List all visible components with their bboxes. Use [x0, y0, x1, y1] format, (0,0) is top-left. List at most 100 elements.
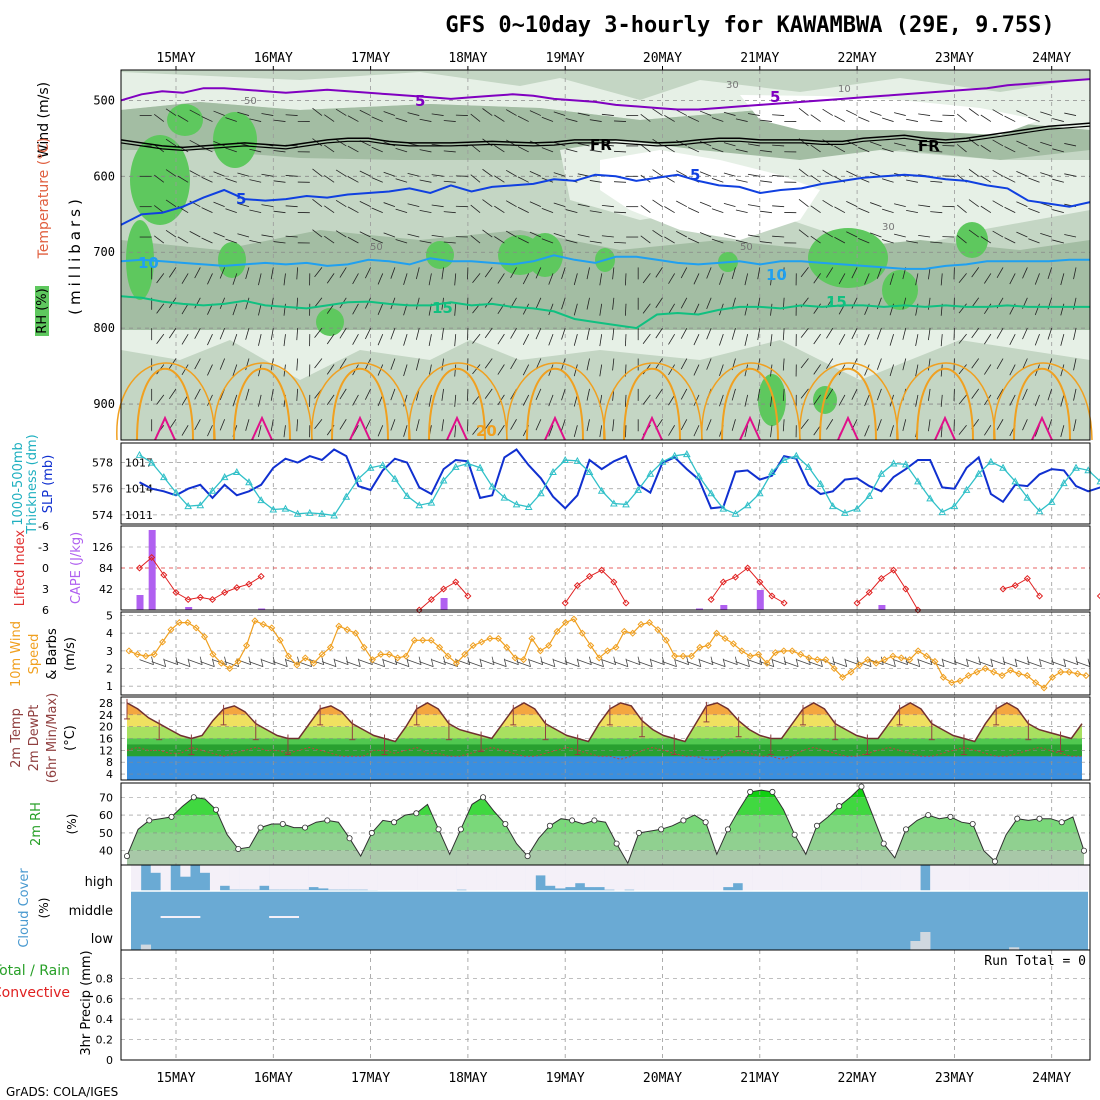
wind-barb	[864, 333, 870, 346]
wind-barb	[992, 139, 1004, 147]
lifted-index-point	[731, 573, 740, 581]
wind-barb	[624, 394, 627, 407]
wind-barb	[851, 327, 858, 340]
wind-barb	[383, 111, 396, 116]
temp-tick: 4	[106, 768, 113, 781]
cloud-high-clear	[742, 865, 753, 891]
wind-speed-point	[352, 629, 360, 637]
wind-barb	[428, 334, 432, 347]
wind-barb	[285, 175, 298, 177]
wind-barb	[822, 169, 833, 177]
wind-barb	[510, 358, 517, 370]
slp-point	[707, 489, 715, 497]
slp-point	[403, 491, 411, 499]
wind-barb	[364, 267, 371, 279]
wind-barb	[573, 364, 578, 377]
temp-tick: 20	[99, 721, 113, 734]
wind-barb	[168, 327, 177, 339]
slp-point	[451, 462, 460, 470]
wind-barb	[312, 168, 323, 177]
wind-speed-point	[251, 617, 259, 625]
wind-label-group: 10m Wind Speed & Barbs (m/s)	[9, 621, 78, 687]
wind-speed-point	[897, 654, 905, 662]
wind-barb	[614, 211, 627, 214]
temp-contour-warm	[526, 367, 584, 441]
wind-barb	[625, 659, 641, 666]
slp-point	[585, 467, 594, 475]
rh-point	[168, 813, 175, 820]
wind-barb	[219, 267, 226, 279]
precip-axis-label: 3hr Precip (mm)	[79, 950, 94, 1055]
wind-barb	[1060, 425, 1065, 437]
slp-point	[293, 509, 302, 517]
wind-barb	[958, 394, 967, 405]
slp-point	[877, 469, 886, 477]
rh-point	[190, 794, 197, 801]
wind-barb	[640, 235, 651, 244]
rh-legend-swatch	[35, 286, 49, 336]
wind-barb	[915, 364, 919, 377]
wind-speed-point	[561, 619, 570, 627]
wind-speed-point	[469, 642, 477, 650]
wind-barb	[207, 333, 213, 346]
rh-point	[569, 817, 576, 824]
wind-barb	[553, 202, 566, 208]
cloud-mid-clear	[269, 916, 280, 918]
wind-barb	[589, 240, 602, 244]
wind-barb	[800, 419, 809, 429]
wind-barb	[800, 388, 809, 399]
wind-barb	[283, 334, 286, 347]
rh-point	[925, 812, 932, 819]
lifted-index-point	[464, 592, 472, 600]
cloud-layer-label: high	[85, 875, 113, 890]
slp-point	[731, 509, 740, 517]
wind-barb	[553, 232, 566, 238]
wind-barb	[735, 179, 748, 183]
wind-barb	[207, 394, 213, 406]
rh2m-unit-group: (%)	[65, 814, 79, 835]
wind-speed-point	[948, 679, 956, 687]
wind-barb	[395, 239, 408, 244]
cloud-high-clear	[801, 865, 813, 891]
wind-barb	[918, 143, 931, 147]
wind-barb	[454, 425, 457, 438]
wind-barb	[314, 297, 323, 308]
wind-barb	[930, 211, 943, 214]
wind-barb	[652, 199, 663, 207]
slp-point	[135, 450, 144, 458]
wind-barb	[249, 239, 262, 244]
wind-barb	[734, 656, 738, 665]
wind-barb	[273, 210, 286, 214]
wind-barb	[980, 205, 992, 214]
wind-speed-point	[880, 656, 889, 664]
lifted-index-point	[707, 595, 715, 604]
wind-barb	[189, 139, 201, 147]
rh-point	[213, 806, 220, 813]
wind-barb	[377, 303, 384, 315]
rh-band	[127, 850, 1084, 865]
wind-barb	[529, 231, 542, 238]
temp-contour-warm	[116, 362, 216, 441]
slp-point	[780, 456, 788, 464]
wind-barb	[906, 240, 918, 244]
wind-speed-point	[259, 620, 267, 628]
wind-barb	[757, 328, 761, 341]
wind-barb	[918, 204, 931, 208]
wind-speed-point	[242, 642, 251, 650]
wind-barb	[245, 297, 250, 310]
wind-barb	[614, 242, 627, 244]
wind-speed-point	[410, 636, 418, 644]
wind-barb	[548, 334, 554, 346]
wind-barb	[586, 267, 590, 280]
wind-barb	[894, 142, 906, 147]
precip-tick: 0	[106, 1054, 113, 1067]
wind-speed-point	[704, 642, 712, 650]
wind-barb	[668, 273, 676, 284]
cloud-high-clear	[574, 865, 586, 884]
wind-barb	[165, 108, 177, 116]
wind-barb	[915, 394, 919, 407]
rh-point	[146, 817, 153, 824]
cloud-high-clear	[288, 865, 300, 890]
precip-tick: 0.6	[96, 993, 114, 1006]
wind-barb	[261, 234, 274, 238]
